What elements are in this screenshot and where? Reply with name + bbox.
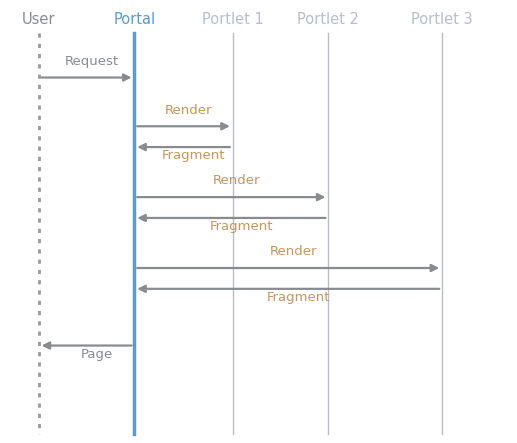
Text: Portlet 2: Portlet 2 [297,12,359,27]
Text: Render: Render [213,175,260,187]
Text: Render: Render [270,245,317,258]
Text: Fragment: Fragment [267,291,330,304]
Text: Fragment: Fragment [210,220,273,233]
Text: Request: Request [65,55,119,68]
Text: Fragment: Fragment [162,149,225,162]
Text: User: User [22,12,55,27]
Text: Portal: Portal [113,12,156,27]
Text: Page: Page [81,348,113,361]
Text: Portlet 3: Portlet 3 [411,12,473,27]
Text: Portlet 1: Portlet 1 [202,12,264,27]
Text: Render: Render [165,104,212,117]
